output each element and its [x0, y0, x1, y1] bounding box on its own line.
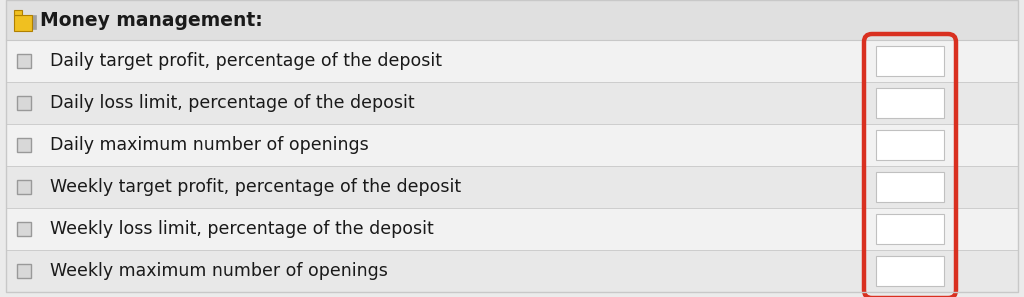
Bar [6, 82, 1018, 124]
Bar [6, 0, 1018, 40]
Bar [876, 256, 944, 286]
Text: Weekly maximum number of openings: Weekly maximum number of openings [50, 262, 388, 280]
Text: 6: 6 [881, 262, 892, 280]
Bar [6, 40, 1018, 82]
Bar [17, 180, 31, 194]
Text: 5.0: 5.0 [881, 220, 908, 238]
Text: Daily maximum number of openings: Daily maximum number of openings [50, 136, 369, 154]
Text: Weekly target profit, percentage of the deposit: Weekly target profit, percentage of the … [50, 178, 461, 196]
FancyBboxPatch shape [20, 15, 36, 29]
Bar [876, 46, 944, 76]
Text: 2: 2 [881, 136, 892, 154]
Bar [17, 264, 31, 278]
Bar [17, 222, 31, 236]
Bar [6, 208, 1018, 250]
Bar [876, 130, 944, 160]
Bar [6, 166, 1018, 208]
Text: Weekly loss limit, percentage of the deposit: Weekly loss limit, percentage of the dep… [50, 220, 434, 238]
Bar [876, 88, 944, 118]
Bar [876, 214, 944, 244]
FancyBboxPatch shape [14, 15, 32, 31]
FancyBboxPatch shape [14, 10, 22, 15]
Text: Daily target profit, percentage of the deposit: Daily target profit, percentage of the d… [50, 52, 442, 70]
Bar [876, 172, 944, 202]
Text: 2.0: 2.0 [881, 94, 908, 112]
Text: 3.0: 3.0 [881, 52, 908, 70]
Bar [6, 250, 1018, 292]
Text: 10: 10 [881, 178, 903, 196]
Bar [6, 124, 1018, 166]
Bar [17, 96, 31, 110]
Text: Money management:: Money management: [40, 10, 263, 29]
Text: Daily loss limit, percentage of the deposit: Daily loss limit, percentage of the depo… [50, 94, 415, 112]
Bar [17, 138, 31, 152]
Bar [17, 54, 31, 68]
